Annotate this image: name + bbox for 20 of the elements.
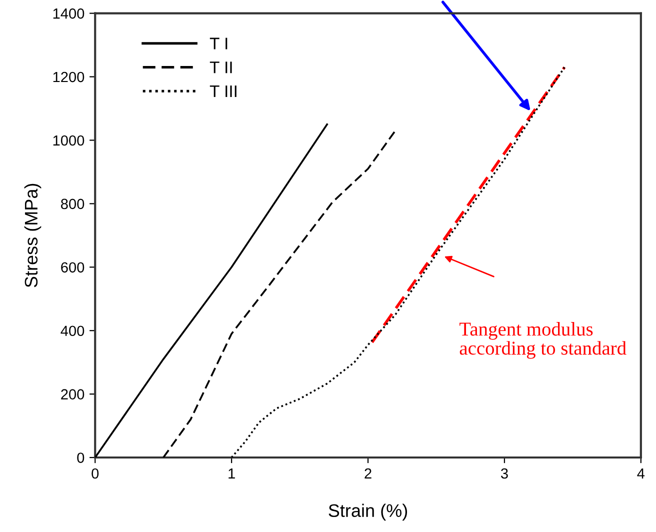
y-tick-label: 600 xyxy=(61,262,84,273)
y-tick-label: 1200 xyxy=(53,72,84,82)
y-tick-label: 1000 xyxy=(53,135,84,146)
x-tick-label: 2 xyxy=(364,468,372,479)
legend-label: T II xyxy=(210,62,232,74)
legend-label: T III xyxy=(210,86,236,97)
x-tick-label: 3 xyxy=(500,468,508,479)
line-series xyxy=(162,130,396,458)
x-tick-label: 1 xyxy=(228,468,235,479)
y-tick-label: 1400 xyxy=(53,8,84,19)
y-tick-label: 200 xyxy=(61,389,84,400)
y-tick-label: 800 xyxy=(61,198,84,210)
x-tick-label: 0 xyxy=(92,468,99,479)
x-tick-label: 4 xyxy=(637,468,645,479)
y-tick-label: 0 xyxy=(77,452,84,463)
x-axis-title: Strain (%) xyxy=(328,504,408,521)
legend-label: T I xyxy=(210,38,228,50)
y-tick-label: 400 xyxy=(60,326,84,336)
annotation: Tangent modulus according to standard xyxy=(460,322,626,359)
y-axis-title: Stress (MPa) xyxy=(24,184,42,288)
